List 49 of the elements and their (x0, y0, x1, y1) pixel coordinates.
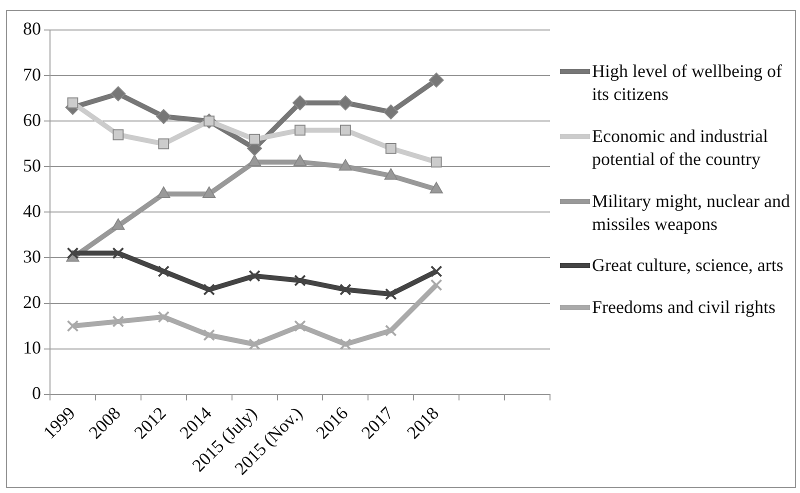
point (383, 104, 398, 120)
legend-label: Economic and industrial potential of the country (592, 124, 769, 172)
point (112, 129, 124, 140)
point (385, 142, 396, 154)
point (338, 95, 353, 110)
x-tick-label: 1999 (39, 403, 79, 443)
point (292, 95, 308, 110)
point (428, 72, 444, 88)
point (294, 320, 306, 332)
point (340, 284, 352, 296)
point (340, 338, 352, 350)
point (248, 338, 260, 350)
y-tick-label: 20 (23, 292, 41, 312)
point (248, 154, 262, 166)
point (340, 124, 351, 136)
point (66, 320, 79, 332)
point (158, 138, 170, 150)
y-tick-label: 40 (23, 200, 41, 221)
y-tick-label: 10 (23, 338, 41, 358)
point (294, 274, 306, 286)
y-tick-label: 70 (23, 64, 41, 84)
y-tick-label: 60 (23, 110, 41, 130)
point (203, 284, 216, 296)
point (430, 279, 442, 291)
point (248, 270, 260, 282)
point (158, 310, 170, 323)
point (110, 86, 126, 102)
legend-label: High level of wellbeing of its citizens (592, 60, 783, 106)
legend-label: Great culture, science, arts (592, 254, 784, 278)
point (67, 97, 78, 108)
point (294, 124, 306, 136)
y-tick-label: 0 (32, 383, 41, 404)
y-tick-label: 50 (23, 155, 41, 176)
point (430, 156, 442, 168)
point (384, 324, 397, 337)
point (66, 247, 79, 260)
point (158, 265, 170, 278)
point (384, 288, 397, 300)
legend-label: Military might, nuclear and missiles weapons (592, 190, 791, 236)
y-tick-label: 80 (23, 18, 41, 39)
point (112, 247, 124, 260)
y-tick-label: 30 (23, 246, 41, 266)
point (203, 329, 216, 342)
point (156, 109, 172, 124)
point (293, 154, 307, 166)
point (430, 265, 442, 278)
point (249, 134, 260, 145)
legend-label: Freedoms and civil rights (592, 296, 776, 319)
point (112, 316, 124, 328)
